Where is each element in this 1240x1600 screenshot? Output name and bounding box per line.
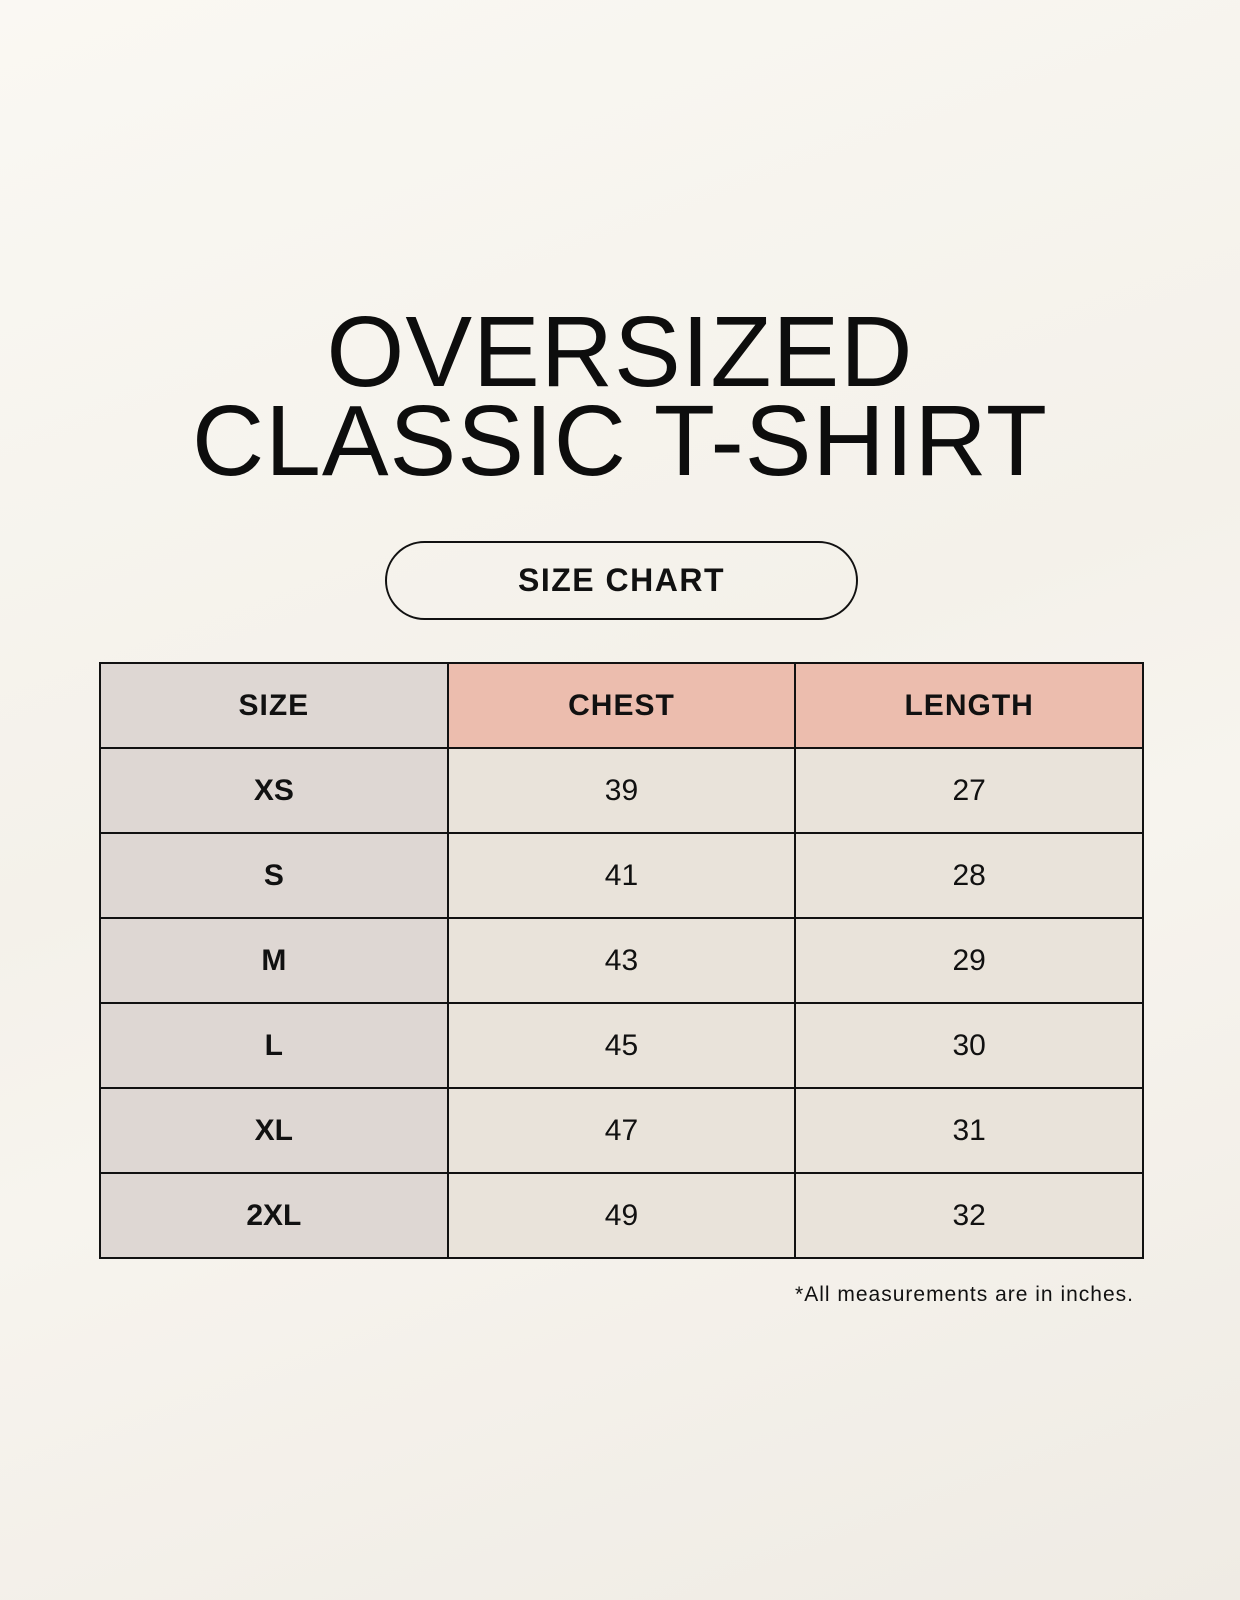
table-row: M 43 29 <box>99 917 1144 1004</box>
table-row: 2XL 49 32 <box>99 1172 1144 1259</box>
cell-size: 2XL <box>99 1172 449 1259</box>
cell-size: L <box>99 1002 449 1089</box>
table-row: L 45 30 <box>99 1002 1144 1089</box>
cell-length: 30 <box>794 1002 1144 1089</box>
size-chart-badge: SIZE CHART <box>385 541 858 620</box>
cell-chest: 47 <box>446 1087 797 1174</box>
size-table: SIZE CHEST LENGTH XS 39 27 S 41 28 M 43 29 L 45 30 X… <box>99 662 1144 1259</box>
cell-length: 28 <box>794 832 1144 919</box>
header-length: LENGTH <box>794 662 1144 749</box>
table-row: S 41 28 <box>99 832 1144 919</box>
cell-size: XL <box>99 1087 449 1174</box>
cell-size: M <box>99 917 449 1004</box>
header-size: SIZE <box>99 662 449 749</box>
cell-size: S <box>99 832 449 919</box>
footnote: *All measurements are in inches. <box>795 1283 1134 1306</box>
cell-size: XS <box>99 747 449 834</box>
cell-chest: 41 <box>446 832 797 919</box>
table-header-row: SIZE CHEST LENGTH <box>99 662 1144 749</box>
table-row: XL 47 31 <box>99 1087 1144 1174</box>
cell-chest: 39 <box>446 747 797 834</box>
cell-length: 32 <box>794 1172 1144 1259</box>
header-chest: CHEST <box>446 662 797 749</box>
cell-length: 27 <box>794 747 1144 834</box>
cell-length: 31 <box>794 1087 1144 1174</box>
cell-chest: 43 <box>446 917 797 1004</box>
table-row: XS 39 27 <box>99 747 1144 834</box>
cell-chest: 45 <box>446 1002 797 1089</box>
title-line-2: CLASSIC T-SHIRT <box>192 385 1048 497</box>
title-line-1: OVERSIZED <box>326 296 914 408</box>
cell-chest: 49 <box>446 1172 797 1259</box>
cell-length: 29 <box>794 917 1144 1004</box>
